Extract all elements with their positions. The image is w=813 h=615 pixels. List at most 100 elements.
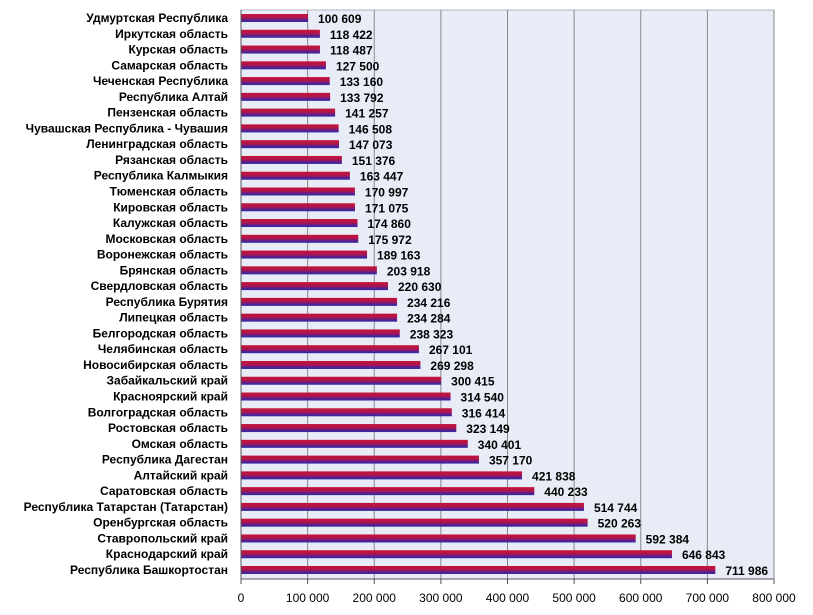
data-label: 300 415 <box>451 375 495 389</box>
data-label: 100 609 <box>318 12 362 26</box>
bar <box>241 234 359 243</box>
category-label: Челябинская область <box>98 342 228 356</box>
category-label: Московская область <box>106 232 228 246</box>
data-label: 238 323 <box>410 327 454 341</box>
bar <box>241 487 535 496</box>
data-label: 174 860 <box>368 217 412 231</box>
category-label: Калужская область <box>113 216 228 230</box>
data-label: 440 233 <box>544 485 588 499</box>
bar <box>241 282 388 291</box>
category-label: Оренбургская область <box>93 516 228 530</box>
data-label: 133 160 <box>340 75 384 89</box>
bar <box>241 92 331 101</box>
category-label: Республика Бурятия <box>106 295 228 309</box>
bar <box>241 155 342 164</box>
data-label: 314 540 <box>461 391 505 405</box>
bar <box>241 266 377 275</box>
x-tick-label: 800 000 <box>752 591 796 605</box>
data-label: 323 149 <box>466 422 510 436</box>
category-label: Удмуртская Республика <box>86 11 228 25</box>
category-label: Рязанская область <box>115 153 228 167</box>
category-label: Кировская область <box>113 200 228 214</box>
bar <box>241 45 320 54</box>
data-label: 170 997 <box>365 185 409 199</box>
bar <box>241 187 355 196</box>
data-label: 127 500 <box>336 59 380 73</box>
category-label: Алтайский край <box>134 468 228 482</box>
bar <box>241 534 636 543</box>
category-label: Курская область <box>128 43 228 57</box>
bar <box>241 345 419 354</box>
data-label: 234 216 <box>407 296 451 310</box>
bar <box>241 550 672 559</box>
bar <box>241 29 320 38</box>
category-label: Самарская область <box>111 58 228 72</box>
bar <box>241 502 584 511</box>
category-label: Брянская область <box>120 263 228 277</box>
bar <box>241 140 339 149</box>
data-label: 592 384 <box>646 532 690 546</box>
category-label: Саратовская область <box>100 484 228 498</box>
data-label: 147 073 <box>349 138 393 152</box>
data-label: 189 163 <box>377 249 421 263</box>
category-label: Иркутская область <box>115 27 228 41</box>
data-label: 421 838 <box>532 469 576 483</box>
data-label: 357 170 <box>489 454 533 468</box>
bar <box>241 329 400 338</box>
category-label: Омская область <box>132 437 228 451</box>
data-label: 267 101 <box>429 343 473 357</box>
category-label: Республика Алтай <box>119 90 228 104</box>
x-tick-label: 100 000 <box>286 591 330 605</box>
category-label: Красноярский край <box>113 390 228 404</box>
data-label: 711 986 <box>725 564 768 578</box>
data-label: 151 376 <box>352 154 396 168</box>
bar <box>241 424 457 433</box>
data-label: 118 422 <box>330 28 373 42</box>
category-label: Новосибирская область <box>83 358 228 372</box>
bar <box>241 313 398 322</box>
bar <box>241 392 451 401</box>
bar <box>241 219 358 228</box>
category-label: Липецкая область <box>119 311 228 325</box>
category-labels: Удмуртская Республика Иркутская область Ку… <box>24 11 229 577</box>
category-label: Волгоградская область <box>88 405 228 419</box>
category-label: Республика Калмыкия <box>94 169 228 183</box>
data-label: 520 263 <box>598 517 642 531</box>
bar <box>241 124 339 133</box>
x-tick-label: 500 000 <box>552 591 596 605</box>
bars <box>241 14 716 574</box>
x-tick-label: 400 000 <box>486 591 530 605</box>
category-label: Свердловская область <box>91 279 228 293</box>
category-label: Белгородская область <box>93 326 228 340</box>
bar <box>241 61 326 70</box>
bar <box>241 566 716 574</box>
bar <box>241 471 523 480</box>
data-label: 316 414 <box>462 406 506 420</box>
category-label: Тюменская область <box>110 184 228 198</box>
data-label: 175 972 <box>368 233 412 247</box>
bar <box>241 360 421 369</box>
category-label: Воронежская область <box>97 248 228 262</box>
bar <box>241 203 355 212</box>
bar <box>241 408 452 417</box>
data-label: 220 630 <box>398 280 442 294</box>
bar <box>241 250 368 259</box>
x-tick-label: 200 000 <box>353 591 397 605</box>
data-label: 171 075 <box>365 201 409 215</box>
bar <box>241 455 479 464</box>
category-label: Ленинградская область <box>86 137 228 151</box>
x-tick-label: 300 000 <box>419 591 463 605</box>
data-label: 133 792 <box>340 91 384 105</box>
x-tick-label: 0 <box>238 591 245 605</box>
category-label: Ростовская область <box>108 421 228 435</box>
data-label: 234 284 <box>407 312 451 326</box>
data-label: 146 508 <box>349 122 393 136</box>
data-label: 340 401 <box>478 438 522 452</box>
category-label: Чувашская Республика - Чувашия <box>26 121 228 135</box>
category-label: Республика Дагестан <box>102 453 228 467</box>
category-label: Ставропольский край <box>97 531 228 545</box>
data-label: 203 918 <box>387 264 431 278</box>
data-label: 141 257 <box>345 107 389 121</box>
category-label: Республика Башкортостан <box>70 563 228 577</box>
